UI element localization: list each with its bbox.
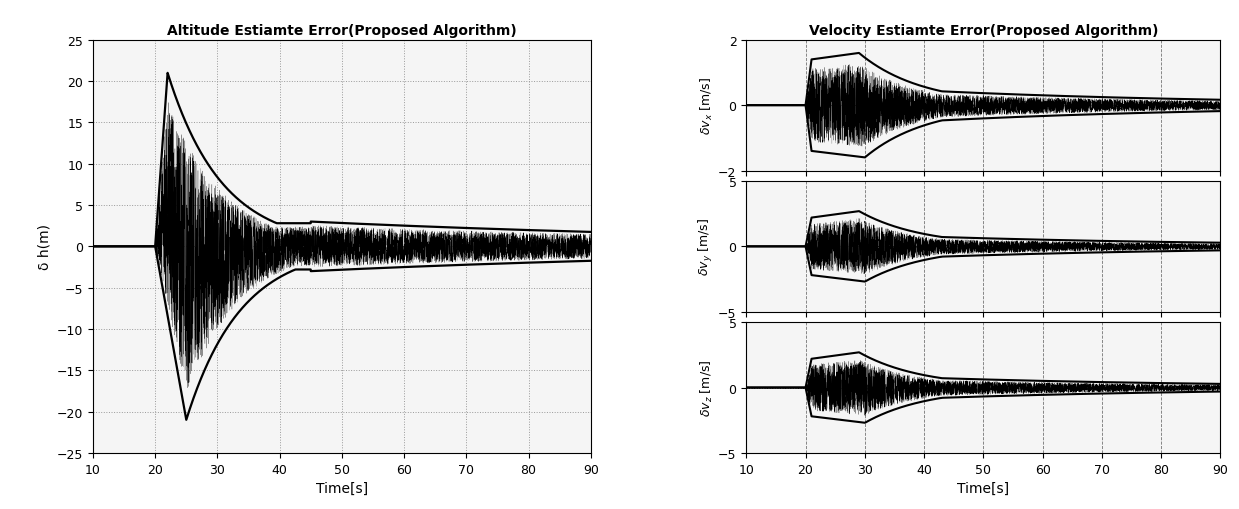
X-axis label: Time[s]: Time[s] — [958, 481, 1010, 495]
Y-axis label: $\delta v_z$ [m/s]: $\delta v_z$ [m/s] — [699, 359, 715, 416]
Y-axis label: $\delta v_x$ [m/s]: $\delta v_x$ [m/s] — [699, 77, 715, 135]
X-axis label: Time[s]: Time[s] — [316, 481, 368, 495]
Title: Velocity Estiamte Error(Proposed Algorithm): Velocity Estiamte Error(Proposed Algorit… — [809, 24, 1158, 38]
Y-axis label: $\delta v_y$ [m/s]: $\delta v_y$ [m/s] — [698, 218, 715, 276]
Y-axis label: δ h(m): δ h(m) — [37, 224, 51, 270]
Title: Altitude Estiamte Error(Proposed Algorithm): Altitude Estiamte Error(Proposed Algorit… — [167, 24, 517, 38]
